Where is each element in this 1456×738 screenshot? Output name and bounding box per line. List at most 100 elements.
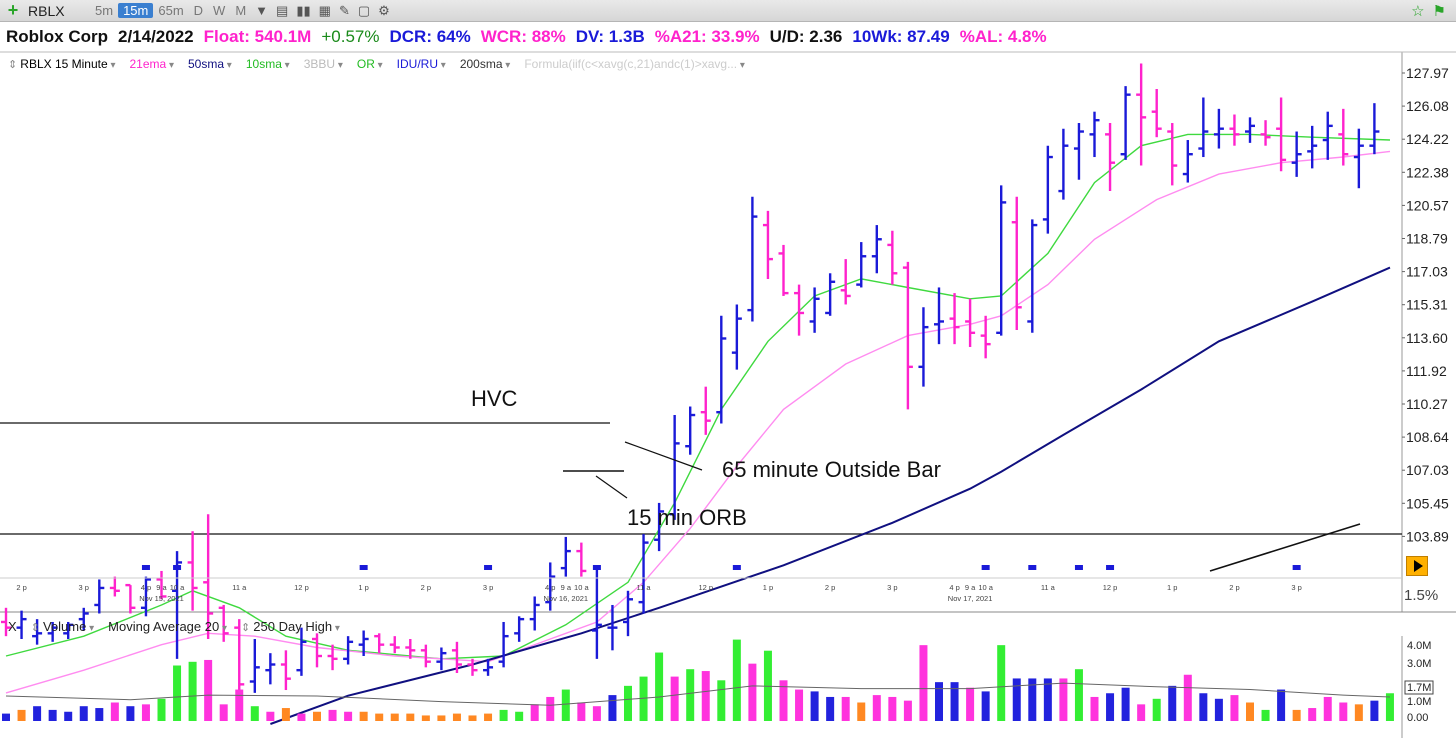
legend-50sma[interactable]: 50sma — [188, 57, 232, 71]
ohlc-bar — [965, 298, 976, 347]
x-tick-label: 10 a — [170, 583, 185, 592]
volume-tick-label: 0.00 — [1407, 712, 1428, 724]
ohlc-bar — [529, 596, 540, 631]
10wk-stat: 10Wk: 87.49 — [852, 27, 950, 46]
settings-icon[interactable]: ⚙ — [378, 2, 390, 18]
volume-bar — [250, 706, 259, 721]
legend-idu[interactable]: IDU/RU — [397, 57, 446, 71]
ohlc-bar — [856, 242, 867, 288]
ohlc-bar — [1213, 108, 1224, 149]
ohlc-bar — [654, 502, 665, 552]
volume-bar — [1012, 678, 1021, 721]
y-tick-label: 120.57 — [1406, 197, 1449, 213]
chart-type-icon[interactable]: ▤ — [276, 2, 289, 18]
ohlc-bar — [825, 273, 836, 316]
ohlc-bar — [1229, 114, 1240, 146]
legend-10sma[interactable]: 10sma — [246, 57, 290, 71]
legend-formula[interactable]: Formula(iif(c<xavg(c,21)andc(1)>xavg... — [524, 57, 745, 71]
legend-volume-ma[interactable]: Moving Average 20 — [108, 619, 227, 634]
add-symbol-icon[interactable]: + — [7, 0, 19, 20]
x-tick-label: 2 p — [1229, 583, 1239, 592]
volume-bar — [17, 709, 26, 721]
y-tick-label: 122.38 — [1406, 164, 1449, 180]
volume-bar — [950, 682, 959, 721]
volume-bar — [639, 676, 648, 721]
timeframe-5m[interactable]: 5m — [95, 3, 114, 18]
play-button[interactable] — [1406, 556, 1428, 576]
volume-tick-label: 1.7M — [1407, 682, 1431, 694]
volume-tick-label: 4.0M — [1407, 640, 1431, 652]
reorder-icon[interactable]: ⇕ — [241, 621, 254, 634]
timeframe-15m[interactable]: 15m — [118, 3, 154, 18]
volume-legend: X ⇕ Volume Moving Average 20 ⇕ 250 Day H… — [0, 617, 1400, 635]
flag-icon[interactable]: ⚑ — [1432, 2, 1446, 20]
ma-line-50sma — [270, 266, 1391, 725]
volume-bar — [919, 645, 928, 721]
star-icon[interactable]: ☆ — [1411, 2, 1425, 20]
volume-bar — [64, 711, 73, 721]
volume-bar — [530, 704, 539, 721]
ohlc-bar — [560, 536, 571, 577]
toolbar: + RBLX 5m 15m 65m D W M ▼ ▤ ▮▮ ▦ ✎ ▢ ⚙ ☆… — [0, 0, 1456, 22]
volume-bar — [126, 706, 135, 721]
orb-callout-line — [595, 475, 628, 499]
y-tick-label: 124.22 — [1406, 131, 1449, 147]
y-tick-label: 117.03 — [1406, 264, 1448, 280]
timeframe-monthly[interactable]: M — [235, 3, 247, 18]
ohlc-bar — [809, 287, 820, 333]
grid-icon[interactable]: ▦ — [318, 2, 331, 18]
ohlc-bar — [794, 284, 805, 336]
reorder-icon[interactable]: ⇕ — [30, 621, 43, 634]
timeframe-daily[interactable]: D — [193, 3, 204, 18]
ohlc-bar — [389, 636, 400, 654]
volume-bar — [1043, 678, 1052, 721]
legend-200sma[interactable]: 200sma — [460, 57, 511, 71]
dropdown-arrow-icon[interactable]: ▼ — [255, 3, 269, 18]
ohlc-bar — [1120, 86, 1131, 160]
x-tick-label: 3 p — [887, 583, 897, 592]
close-volume-button[interactable]: X — [8, 618, 17, 634]
volume-bar — [1370, 700, 1379, 721]
volume-bar — [655, 652, 664, 721]
timeframe-weekly[interactable]: W — [213, 3, 226, 18]
volume-bar — [188, 661, 197, 721]
ohlc-bar — [1291, 131, 1302, 177]
volume-bar — [1230, 695, 1239, 721]
legend-250-day-high[interactable]: ⇕ 250 Day High — [241, 619, 340, 634]
volume-bar — [141, 704, 150, 721]
legend-21ema[interactable]: 21ema — [129, 57, 174, 71]
reorder-icon[interactable]: ⇕ — [8, 59, 21, 71]
volume-bar — [33, 706, 42, 721]
volume-bar — [701, 671, 710, 721]
bar-style-icon[interactable]: ▮▮ — [296, 2, 311, 18]
volume-bar — [1199, 693, 1208, 721]
symbol-field[interactable]: RBLX — [28, 2, 65, 19]
ohlc-bar — [405, 638, 416, 659]
x-tick-label: 9 a — [561, 583, 572, 592]
volume-bar — [779, 680, 788, 721]
signal-marker — [1106, 565, 1115, 570]
timeframe-65m[interactable]: 65m — [158, 3, 184, 18]
volume-bar — [110, 702, 119, 721]
volume-tick-label: 3.0M — [1407, 658, 1431, 670]
signal-marker — [981, 565, 990, 570]
x-tick-label: 3 p — [483, 583, 493, 592]
note-icon[interactable]: ▢ — [357, 2, 371, 18]
a21-stat: %A21: 33.9% — [654, 27, 760, 46]
y-tick-label: 115.31 — [1406, 297, 1448, 313]
ohlc-bar — [1, 607, 11, 637]
y-tick-label: 103.89 — [1406, 528, 1449, 544]
ohlc-bar — [638, 534, 649, 614]
legend-or[interactable]: OR — [357, 57, 383, 71]
ohlc-bar — [420, 644, 431, 668]
legend-chart[interactable]: ⇕ RBLX 15 Minute — [8, 57, 115, 71]
x-tick-label: 4 p — [141, 583, 151, 592]
x-tick-label: 1 p — [763, 583, 773, 592]
pencil-icon[interactable]: ✎ — [338, 2, 350, 18]
legend-volume[interactable]: ⇕ Volume — [31, 619, 94, 634]
volume-bar — [795, 689, 804, 721]
x-tick-label: 12 p — [1103, 583, 1118, 592]
legend-3bbu[interactable]: 3BBU — [304, 57, 343, 71]
ohlc-bar — [591, 565, 602, 659]
ohlc-bar — [16, 610, 27, 639]
